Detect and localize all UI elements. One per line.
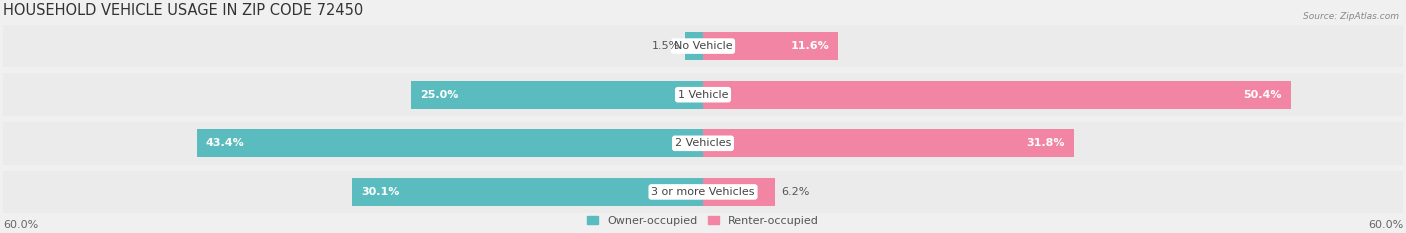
Text: 1.5%: 1.5% [651,41,679,51]
Bar [197,129,703,158]
Text: 31.8%: 31.8% [1026,138,1064,148]
Text: 1 Vehicle: 1 Vehicle [678,90,728,100]
Text: No Vehicle: No Vehicle [673,41,733,51]
Text: 50.4%: 50.4% [1243,90,1282,100]
Text: 60.0%: 60.0% [1368,220,1403,230]
Bar [3,122,1403,165]
Bar [3,25,1403,68]
Text: 25.0%: 25.0% [420,90,458,100]
Bar [3,73,1403,116]
Bar [3,171,1403,213]
Text: HOUSEHOLD VEHICLE USAGE IN ZIP CODE 72450: HOUSEHOLD VEHICLE USAGE IN ZIP CODE 7245… [3,3,363,18]
Bar [352,178,703,206]
Bar [703,178,775,206]
Text: 60.0%: 60.0% [3,220,38,230]
Bar [411,81,703,109]
Bar [686,32,703,60]
Text: 6.2%: 6.2% [782,187,810,197]
Bar [703,129,1074,158]
Bar [703,32,838,60]
Text: 11.6%: 11.6% [790,41,830,51]
Bar [703,81,1291,109]
Text: 30.1%: 30.1% [361,187,399,197]
Text: Source: ZipAtlas.com: Source: ZipAtlas.com [1303,12,1399,21]
Legend: Owner-occupied, Renter-occupied: Owner-occupied, Renter-occupied [586,216,820,226]
Text: 43.4%: 43.4% [205,138,245,148]
Text: 3 or more Vehicles: 3 or more Vehicles [651,187,755,197]
Text: 2 Vehicles: 2 Vehicles [675,138,731,148]
